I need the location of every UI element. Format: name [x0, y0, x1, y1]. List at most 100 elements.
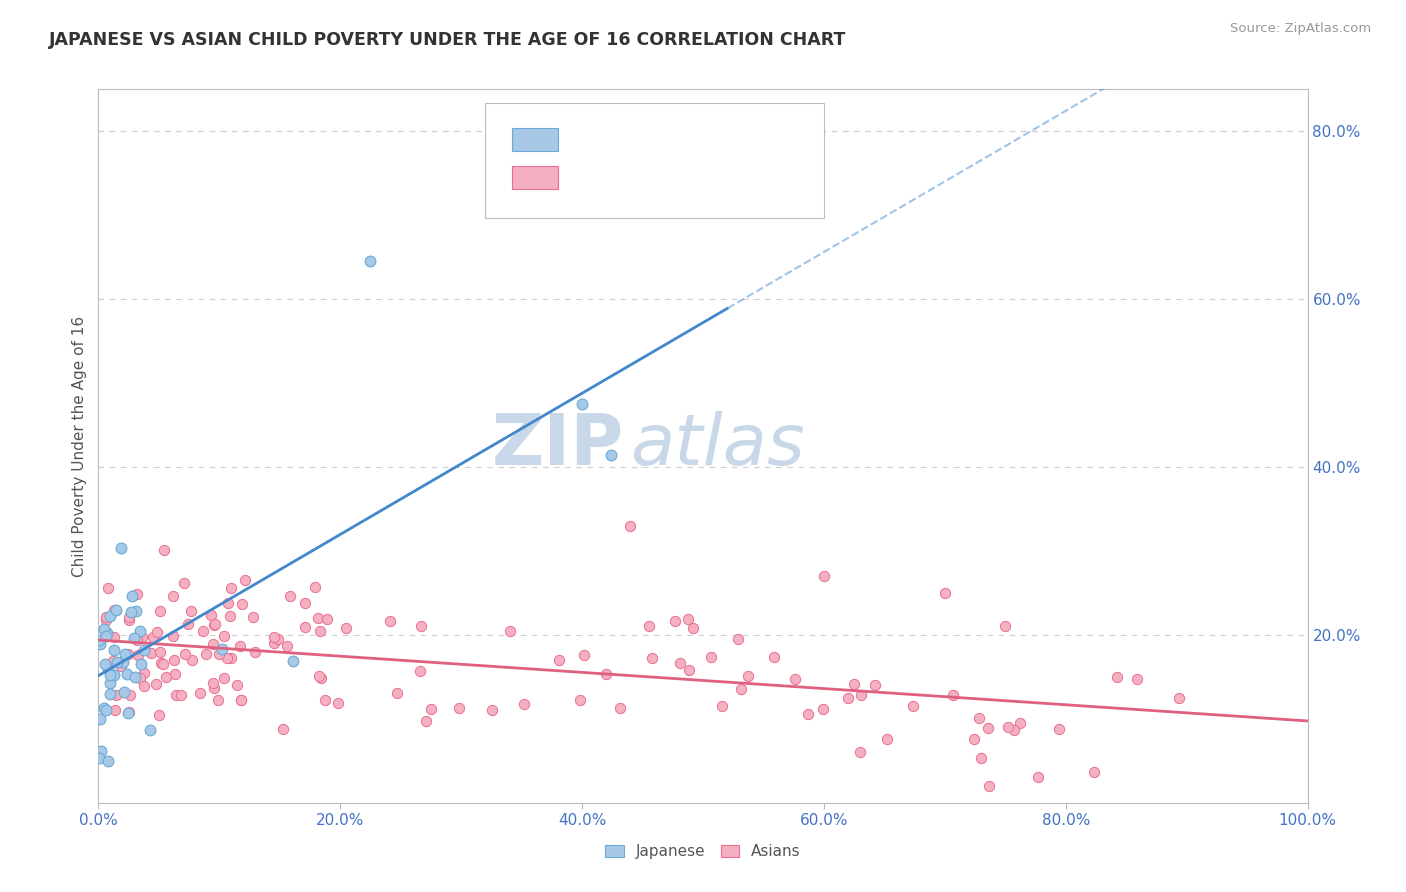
Point: [114, 647, 136, 661]
Point: [103, 603, 125, 617]
Point: [813, 569, 835, 583]
Point: [976, 722, 998, 736]
Point: [415, 714, 437, 728]
Point: [145, 677, 167, 691]
Point: [699, 650, 721, 665]
Point: [1083, 764, 1105, 779]
Point: [360, 254, 382, 268]
Point: [1008, 716, 1031, 731]
Point: [201, 637, 224, 651]
Point: [229, 693, 252, 707]
Point: [481, 703, 503, 717]
Point: [851, 688, 873, 702]
Point: [228, 639, 250, 653]
Point: [93, 701, 115, 715]
Point: [121, 589, 143, 603]
Point: [163, 653, 186, 667]
Point: [103, 667, 125, 681]
Point: [110, 659, 132, 673]
Point: [105, 688, 128, 702]
Point: [1026, 770, 1049, 784]
Point: [195, 647, 218, 661]
Point: [139, 646, 162, 660]
Point: [678, 664, 700, 678]
Point: [122, 631, 145, 645]
Point: [101, 654, 124, 668]
Point: [94, 629, 117, 643]
Point: [117, 610, 139, 624]
Point: [1047, 722, 1070, 736]
Point: [967, 711, 990, 725]
Point: [737, 669, 759, 683]
Point: [278, 589, 301, 603]
Point: [94, 609, 117, 624]
Point: [837, 691, 859, 706]
Point: [89, 712, 111, 726]
Point: [664, 614, 686, 628]
Point: [641, 651, 664, 665]
Point: [110, 541, 132, 555]
Point: [125, 633, 148, 648]
Point: [901, 699, 924, 714]
Point: [127, 648, 149, 662]
Point: [600, 448, 623, 462]
Text: atlas: atlas: [630, 411, 806, 481]
FancyBboxPatch shape: [512, 128, 558, 151]
Point: [449, 701, 471, 715]
Point: [208, 648, 231, 662]
Text: ZIP: ZIP: [492, 411, 624, 481]
Point: [217, 650, 239, 665]
Point: [93, 623, 115, 637]
Point: [149, 645, 172, 659]
Point: [271, 722, 294, 736]
Point: [193, 624, 215, 638]
Point: [934, 586, 956, 600]
Point: [294, 620, 316, 634]
Legend: Japanese, Asians: Japanese, Asians: [605, 845, 801, 859]
Point: [335, 621, 357, 635]
Point: [105, 603, 128, 617]
Point: [970, 750, 993, 764]
Point: [180, 604, 202, 618]
Point: [202, 681, 225, 696]
Point: [204, 617, 226, 632]
Point: [682, 621, 704, 635]
Point: [173, 576, 195, 591]
Point: [120, 605, 142, 619]
Point: [98, 687, 121, 701]
Point: [242, 610, 264, 624]
Point: [87, 633, 110, 648]
Point: [90, 743, 112, 757]
Point: [97, 754, 120, 768]
Point: [132, 679, 155, 693]
Point: [994, 619, 1017, 633]
Point: [572, 648, 595, 663]
Point: [727, 632, 749, 647]
Point: [997, 720, 1019, 734]
Point: [162, 629, 184, 643]
Point: [93, 622, 115, 636]
Point: [513, 698, 536, 712]
Point: [571, 397, 593, 411]
Point: [387, 686, 409, 700]
Point: [1126, 672, 1149, 686]
Point: [676, 612, 699, 626]
Point: [188, 686, 211, 700]
Point: [128, 672, 150, 686]
Point: [163, 667, 186, 681]
Point: [842, 677, 865, 691]
Point: [711, 698, 734, 713]
Point: [420, 702, 443, 716]
Point: [311, 672, 333, 686]
Point: [263, 636, 285, 650]
Point: [180, 653, 202, 667]
Point: [231, 597, 253, 611]
Point: [1107, 670, 1129, 684]
Point: [281, 654, 304, 668]
Point: [125, 586, 148, 600]
Point: [165, 688, 187, 702]
Point: [149, 604, 172, 618]
Point: [668, 656, 690, 670]
Point: [97, 662, 120, 676]
Point: [308, 669, 330, 683]
